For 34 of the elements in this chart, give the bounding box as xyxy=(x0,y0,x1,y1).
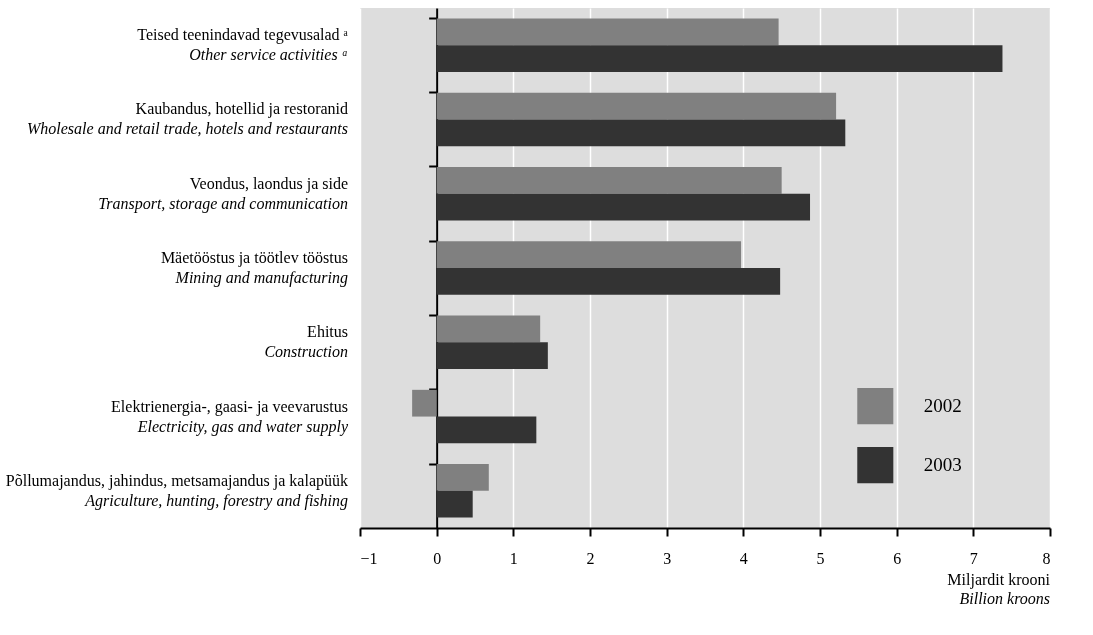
bar xyxy=(436,45,1003,72)
category-label: Teised teenindavad tegevusalad ᵃ Other service activities ᵃ xyxy=(137,26,348,64)
x-axis-title: Miljardit krooni Billion kroons xyxy=(947,571,1051,607)
bar xyxy=(436,315,541,343)
bar xyxy=(412,389,437,417)
x-tick-label: −1 xyxy=(360,549,378,567)
category-label: Kaubandus, hotellid ja restoranid Wholesale and retail trade, hotels and restaurants xyxy=(26,100,348,138)
x-tick-label: 5 xyxy=(816,549,825,567)
bar xyxy=(436,241,742,268)
x-tick-label: 2 xyxy=(586,549,595,567)
x-tick-label: 8 xyxy=(1042,549,1051,567)
bar xyxy=(436,166,782,194)
x-tick-label: 6 xyxy=(893,549,902,567)
bar xyxy=(436,18,779,46)
category-label: Mäetööstus ja töötlev tööstus Mining and manufacturing xyxy=(160,249,348,286)
category-label: Veondus, laondus ja side Transport, storage and communication xyxy=(98,174,348,212)
x-tick-label: 7 xyxy=(969,549,978,567)
bar xyxy=(436,490,473,518)
x-tick-label: 1 xyxy=(509,549,518,567)
category-label: Ehitus Construction xyxy=(264,323,348,361)
legend-label: 2002 xyxy=(923,395,962,417)
x-tick-label: 4 xyxy=(739,549,748,567)
category-label: Põllumajandus, jahindus, metsamajandus ja kalapüük Agriculture, hunting, forestry and fishing xyxy=(5,471,348,509)
category-label: Elektrienergia-, gaasi- ja veevarustus Electricity, gas and water supply xyxy=(111,397,348,435)
x-tick-label: 0 xyxy=(433,549,442,567)
bar xyxy=(436,92,837,120)
legend-label: 2003 xyxy=(923,454,962,476)
bar xyxy=(436,193,811,221)
bar xyxy=(436,268,781,295)
bar xyxy=(436,342,548,370)
bar xyxy=(436,416,537,444)
bar xyxy=(436,464,489,491)
x-tick-label: 3 xyxy=(663,549,672,567)
bar xyxy=(436,119,846,147)
